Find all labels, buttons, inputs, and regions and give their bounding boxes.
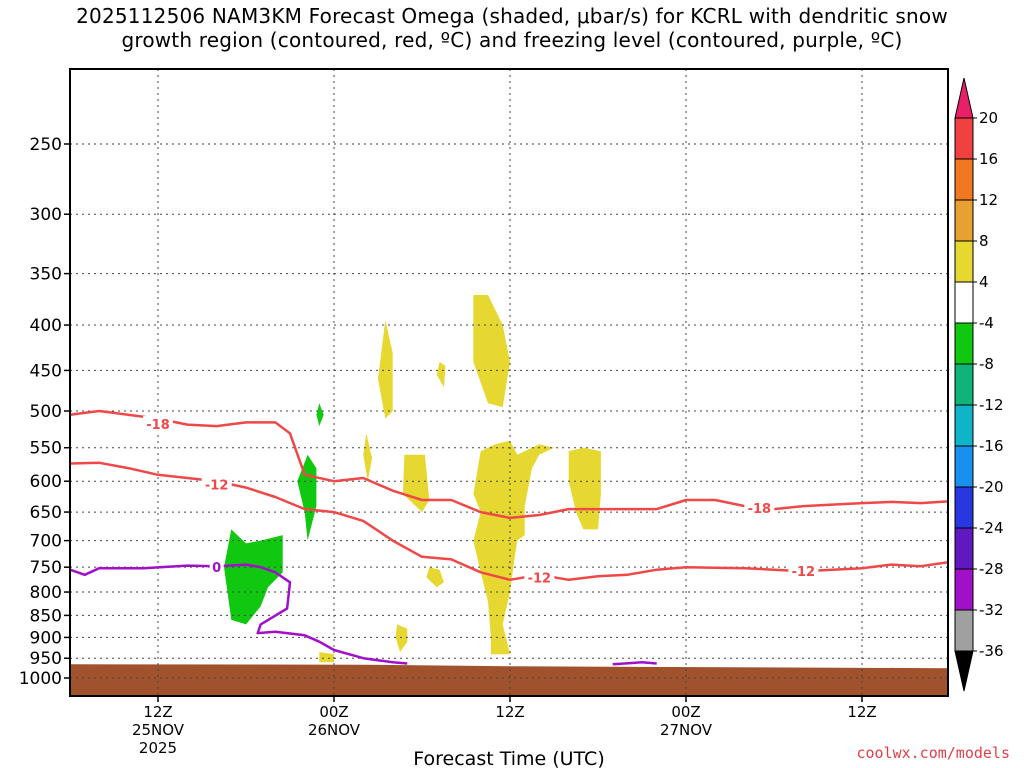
x-tick-label: 26NOV	[308, 721, 361, 739]
site-credit: coolwx.com/models	[856, 744, 1010, 762]
y-tick-750: 750	[30, 558, 62, 578]
y-tick-900: 900	[30, 628, 62, 648]
colorbar-box	[954, 486, 974, 529]
y-tick-300: 300	[30, 205, 62, 225]
y-tick-250: 250	[30, 135, 62, 155]
y-tick-500: 500	[30, 402, 62, 422]
y-tick-550: 550	[30, 439, 62, 459]
contour-label--12: -12	[528, 571, 552, 586]
colorbar-label: 16	[979, 150, 998, 168]
chart-title: 2025112506 NAM3KM Forecast Omega (shaded…	[0, 4, 1024, 52]
colorbar-label: -8	[979, 355, 994, 373]
omega-region-10	[426, 567, 444, 588]
title-line-2: growth region (contoured, red, ºC) and f…	[121, 28, 903, 52]
y-tick-600: 600	[30, 472, 62, 492]
contour-line-0-2	[70, 563, 408, 665]
contour-label-bg	[201, 476, 232, 492]
omega-region-5	[436, 361, 446, 388]
colorbar-label: -12	[979, 396, 1004, 414]
omega-region-11	[395, 624, 408, 653]
omega-region-6	[363, 433, 373, 482]
omega-region-0	[224, 529, 283, 625]
y-tick-950: 950	[30, 649, 62, 669]
x-tick-label: 12Z	[495, 703, 524, 721]
plot-frame	[69, 68, 949, 697]
colorbar-label: -16	[979, 437, 1004, 455]
contour-label-0: 0	[212, 561, 221, 576]
contour-label-bg	[143, 415, 173, 431]
y-tick-450: 450	[30, 361, 62, 381]
colorbar-box	[954, 609, 974, 652]
contour-label-bg	[524, 569, 555, 585]
colorbar-bottom-arrow	[954, 650, 974, 692]
colorbar: 20 16 12 8 4 -4 -8 -12 -16 -20 -24 -28 -32 -36	[954, 77, 1004, 692]
y-tick-400: 400	[30, 316, 62, 336]
colorbar-box	[954, 117, 974, 160]
contour-label--12: -12	[205, 478, 229, 493]
omega-region-8	[473, 440, 554, 655]
colorbar-label: -4	[979, 314, 994, 332]
title-line-1: 2025112506 NAM3KM Forecast Omega (shaded…	[76, 4, 948, 28]
terrain	[70, 664, 948, 696]
x-tick-label: 00Z	[319, 703, 348, 721]
omega-region-12	[319, 652, 334, 663]
terrain-fill	[70, 664, 948, 696]
contour-line--18-0	[70, 409, 948, 520]
x-tick-label: 25NOV	[132, 721, 185, 739]
colorbar-label: -24	[979, 519, 1004, 537]
y-tick-650: 650	[30, 503, 62, 523]
colorbar-box	[954, 363, 974, 406]
y-tick-350: 350	[30, 265, 62, 285]
contour-label-bg	[744, 499, 775, 515]
grid-lines	[70, 69, 948, 696]
y-tick-850: 850	[30, 606, 62, 626]
colorbar-top-arrow	[954, 77, 974, 119]
contour-label-bg	[209, 559, 224, 575]
omega-region-2	[316, 403, 324, 427]
x-tick-label: 2025	[139, 739, 177, 757]
x-tick-label: 27NOV	[660, 721, 713, 739]
contour-label-bg	[788, 562, 819, 578]
contour-label--18: -18	[748, 502, 772, 517]
contour-label--18: -18	[146, 418, 170, 433]
colorbar-label: -28	[979, 560, 1004, 578]
colorbar-label: 4	[979, 273, 989, 291]
y-axis-ticks: 2503003504004505005506006507007508008509…	[19, 135, 70, 689]
omega-region-7	[402, 454, 430, 513]
colorbar-box	[954, 240, 974, 283]
contour-label--12: -12	[792, 565, 816, 580]
y-tick-800: 800	[30, 583, 62, 603]
contour-line-0-3	[612, 661, 657, 666]
colorbar-label: -20	[979, 478, 1004, 496]
omega-shading	[224, 295, 601, 663]
omega-region-9	[568, 447, 601, 530]
x-axis-label: Forecast Time (UTC)	[413, 748, 604, 768]
omega-region-4	[473, 295, 510, 408]
contours: -18 -18 -12 -12 -12 0	[70, 409, 948, 666]
colorbar-label: 12	[979, 191, 998, 209]
omega-region-3	[378, 320, 393, 419]
colorbar-box	[954, 322, 974, 365]
x-tick-label: 00Z	[671, 703, 700, 721]
colorbar-box	[954, 199, 974, 242]
colorbar-label: -32	[979, 601, 1004, 619]
y-tick-1000: 1000	[19, 669, 62, 689]
y-tick-700: 700	[30, 532, 62, 552]
colorbar-box	[954, 527, 974, 570]
x-tick-label: 12Z	[847, 703, 876, 721]
colorbar-box	[954, 158, 974, 201]
omega-region-1	[297, 454, 317, 541]
colorbar-label: -36	[979, 642, 1004, 660]
colorbar-label: 20	[979, 109, 998, 127]
colorbar-box	[954, 404, 974, 447]
colorbar-box	[954, 445, 974, 488]
colorbar-label: 8	[979, 232, 989, 250]
colorbar-box	[954, 568, 974, 611]
x-tick-label: 12Z	[143, 703, 172, 721]
colorbar-box	[954, 281, 974, 324]
